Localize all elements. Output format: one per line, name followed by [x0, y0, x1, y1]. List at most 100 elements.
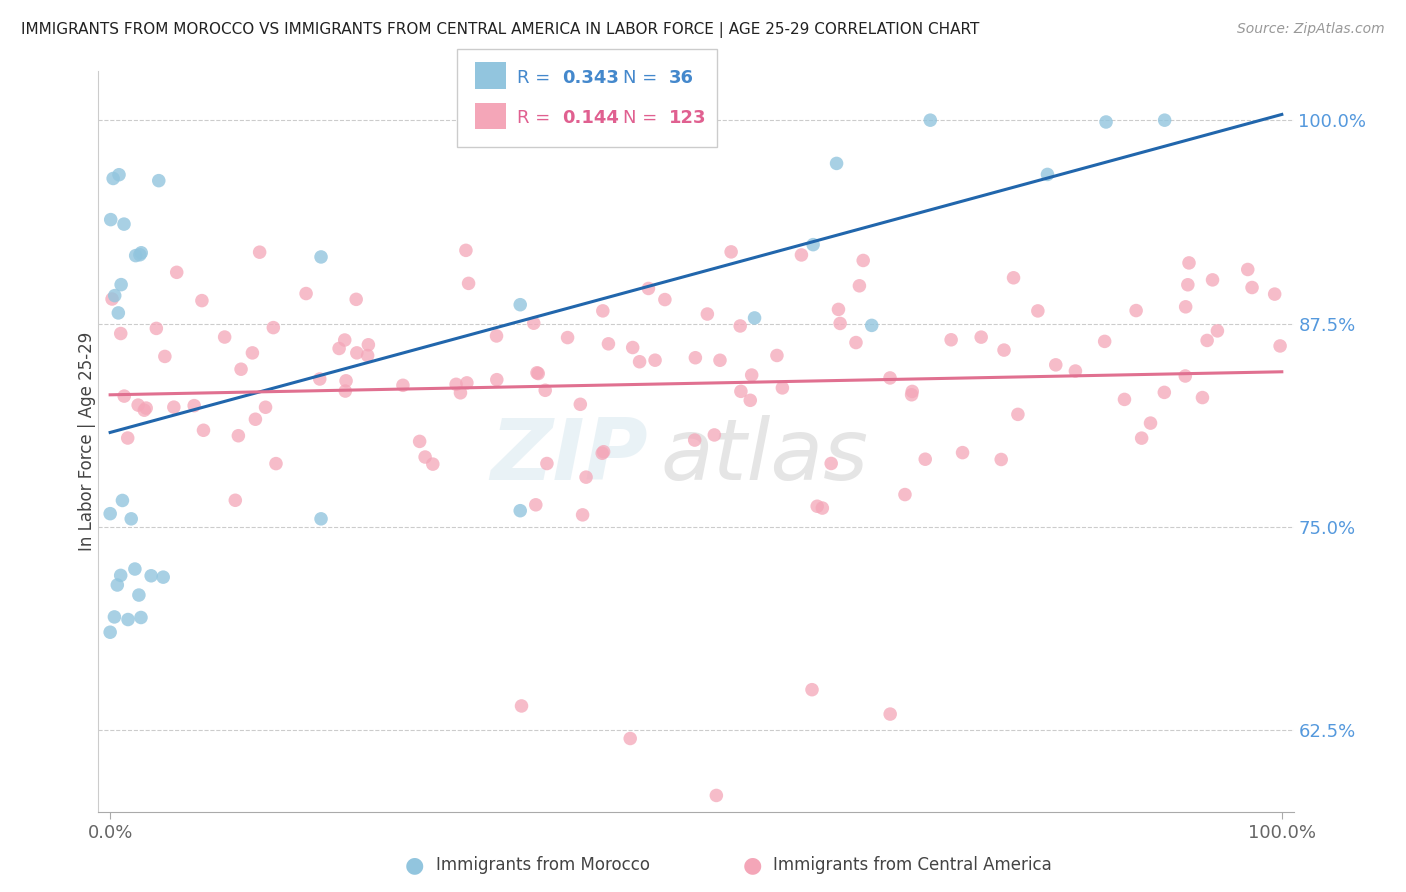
Point: [98, 507, 121, 521]
Point: [820, 457, 842, 471]
Point: [152, 570, 174, 584]
Point: [852, 253, 875, 268]
Point: [1130, 431, 1153, 445]
Text: 0.343: 0.343: [562, 69, 619, 87]
Point: [1174, 300, 1197, 314]
Point: [124, 562, 146, 576]
Point: [592, 303, 614, 318]
Point: [1178, 256, 1201, 270]
Point: [224, 493, 246, 508]
Point: [1045, 358, 1067, 372]
Text: 123: 123: [669, 109, 707, 127]
Point: [952, 445, 974, 459]
Point: [845, 335, 868, 350]
Point: [741, 368, 763, 382]
Point: [1153, 385, 1175, 400]
Point: [766, 349, 789, 363]
Point: [129, 610, 152, 624]
Point: [112, 217, 135, 231]
Point: [228, 428, 250, 442]
Point: [1201, 273, 1223, 287]
Text: Immigrants from Morocco: Immigrants from Morocco: [436, 856, 650, 874]
Point: [1114, 392, 1136, 407]
Point: [1241, 280, 1264, 294]
Point: [704, 789, 727, 803]
Point: [683, 433, 706, 447]
Point: [591, 446, 613, 460]
Point: [456, 376, 478, 390]
Point: [408, 434, 430, 449]
Point: [308, 372, 330, 386]
Point: [356, 349, 378, 363]
Point: [145, 321, 167, 335]
Point: [970, 330, 993, 344]
Point: [621, 341, 644, 355]
Point: [444, 377, 467, 392]
Point: [569, 397, 592, 411]
Point: [309, 250, 332, 264]
Point: [135, 401, 157, 415]
Point: [335, 374, 357, 388]
Point: [1197, 334, 1219, 348]
Point: [163, 400, 186, 414]
Point: [295, 286, 318, 301]
Text: atlas: atlas: [661, 415, 868, 498]
Point: [860, 318, 883, 333]
Point: [128, 588, 150, 602]
Point: [830, 317, 852, 331]
Point: [848, 278, 870, 293]
Point: [117, 613, 139, 627]
Point: [811, 501, 834, 516]
Point: [104, 288, 127, 302]
Text: ●: ●: [405, 855, 425, 875]
Point: [183, 399, 205, 413]
Point: [110, 568, 132, 582]
Point: [696, 307, 718, 321]
Point: [242, 346, 264, 360]
Point: [1026, 304, 1049, 318]
Point: [1236, 262, 1258, 277]
Point: [1191, 391, 1213, 405]
Text: Source: ZipAtlas.com: Source: ZipAtlas.com: [1237, 22, 1385, 37]
Point: [920, 113, 942, 128]
Point: [346, 346, 368, 360]
Point: [128, 248, 150, 262]
Point: [110, 326, 132, 341]
Point: [900, 388, 922, 402]
Point: [129, 245, 152, 260]
Point: [575, 470, 598, 484]
Point: [1036, 168, 1059, 182]
Point: [509, 298, 531, 312]
Point: [879, 707, 901, 722]
Point: [1064, 364, 1087, 378]
Point: [134, 403, 156, 417]
Point: [485, 329, 508, 343]
Point: [619, 731, 641, 746]
Point: [801, 682, 824, 697]
Point: [685, 351, 707, 365]
Point: [637, 281, 659, 295]
Point: [534, 384, 557, 398]
Point: [454, 244, 477, 258]
Point: [523, 316, 546, 330]
Point: [1094, 334, 1116, 349]
Point: [344, 293, 367, 307]
Point: [728, 318, 751, 333]
Point: [141, 568, 163, 582]
Point: [827, 302, 849, 317]
Point: [148, 174, 170, 188]
Point: [571, 508, 593, 522]
Point: [806, 500, 828, 514]
Point: [744, 310, 766, 325]
Point: [801, 237, 824, 252]
Point: [110, 277, 132, 292]
Text: Immigrants from Central America: Immigrants from Central America: [773, 856, 1052, 874]
Text: ●: ●: [742, 855, 762, 875]
Point: [108, 168, 131, 182]
Point: [1264, 287, 1286, 301]
Point: [644, 353, 666, 368]
Point: [628, 355, 651, 369]
Point: [1095, 115, 1118, 129]
Point: [557, 330, 579, 344]
Y-axis label: In Labor Force | Age 25-29: In Labor Force | Age 25-29: [79, 332, 96, 551]
